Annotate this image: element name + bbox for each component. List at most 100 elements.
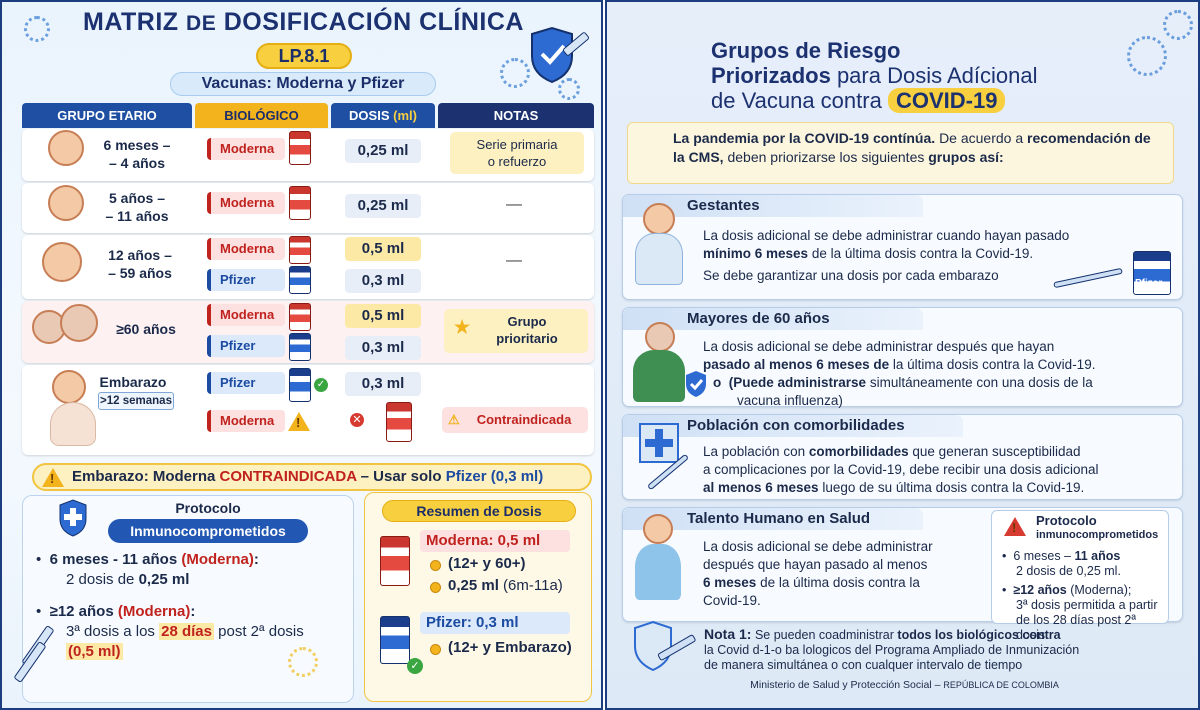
card-mayores: Mayores de 60 años La dosis adicional se… [622, 307, 1183, 408]
nurse-icon [643, 514, 673, 544]
moderna-vial-icon [289, 303, 311, 331]
dose-summary-title: Resumen de Dosis [382, 500, 576, 522]
pfizer-label: Pfizer [207, 372, 285, 394]
protocol-mini-box: Protocolo inmunocomprometidos • 6 meses … [991, 510, 1169, 642]
pregnant-woman-icon [643, 203, 675, 235]
pregnancy-warning-banner: Embarazo: Moderna CONTRAINDICADA – Usar … [32, 463, 592, 491]
pfizer-label: Pfizer [207, 269, 285, 291]
moderna-summary-item: (12+ y 60+) [448, 555, 526, 572]
warning-icon [288, 412, 310, 431]
protocol-item-1: • 6 meses - 11 años (Moderna): 2 dosis d… [36, 551, 259, 588]
pregnant-body-icon [635, 233, 683, 285]
document-code-badge: LP.8.1 [256, 43, 352, 69]
pfizer-vial-icon [289, 368, 311, 402]
card-gestantes: Gestantes La dosis adicional se debe adm… [622, 194, 1183, 300]
pregnant-woman-avatar [52, 370, 86, 404]
moderna-vial-icon [289, 186, 311, 220]
card-title: Población con comorbilidades [623, 415, 963, 437]
note-contraindicada: ⚠ Contraindicada [442, 407, 588, 433]
cross-icon: ✕ [350, 413, 364, 427]
dose-summary-box [364, 492, 592, 702]
card-text: La población con comorbilidades que gene… [703, 444, 1099, 495]
footer-credits: Ministerio de Salud y Protección Social … [750, 679, 1059, 691]
age-group-label: 6 meses – – 4 años [103, 137, 171, 171]
empty-note: — [506, 252, 522, 269]
dosing-matrix-panel: MATRIZ DE DOSIFICACIÓN CLÍNICA LP.8.1 Va… [0, 0, 603, 710]
dose-value: 0,3 ml [345, 372, 421, 396]
moderna-label: Moderna [207, 138, 285, 160]
card-text: La dosis adicional se debe administrar d… [703, 539, 933, 608]
pfizer-summary: Pfizer: 0,3 ml [420, 612, 570, 634]
alert-shield-icon [1004, 517, 1026, 536]
dose-value: 0,25 ml [345, 139, 421, 163]
risk-groups-panel: Grupos de Riesgo Priorizados para Dosis … [605, 0, 1200, 710]
bullet-icon [430, 644, 441, 655]
moderna-vial-icon [289, 131, 311, 165]
child-avatar [48, 185, 84, 221]
protocol-badge: Inmunocomprometidos [108, 519, 308, 543]
card-comorbilidades: Población con comorbilidades La població… [622, 414, 1183, 500]
protocol-mini-title: Protocolo inmunocomprometidos [1036, 513, 1159, 541]
dose-value: 0,3 ml [345, 269, 421, 293]
shield-plus-icon [59, 499, 87, 537]
pfizer-vial-icon [289, 333, 311, 361]
age-group-label: 5 años – – 11 años [105, 190, 169, 224]
virus-icon [500, 58, 530, 88]
nurse-body-icon [635, 544, 681, 600]
senior-man-icon [645, 322, 675, 352]
dose-value: 0,25 ml [345, 194, 421, 218]
pfizer-vial-icon [380, 616, 410, 664]
adult-avatar [42, 242, 82, 282]
virus-icon [1163, 10, 1193, 40]
vaccines-subtitle: Vacunas: Moderna y Pfizer [170, 72, 436, 96]
virus-icon [288, 647, 318, 677]
virus-icon [1127, 36, 1167, 76]
matrix-title: MATRIZ DE DOSIFICACIÓN CLÍNICA [83, 8, 524, 36]
pfizer-summary-item: (12+ y Embarazo) [448, 639, 572, 656]
protocol-title: Protocolo [175, 500, 241, 516]
toddler-avatar [48, 130, 84, 166]
senior-man-avatar [60, 304, 98, 342]
pfizer-label: Pfizer [207, 335, 285, 357]
dose-value: 0,3 ml [345, 336, 421, 360]
pfizer-vial-icon [1133, 251, 1171, 295]
card-text: La dosis adicional se debe administrar d… [703, 339, 1096, 408]
dose-value: 0,5 ml [345, 304, 421, 328]
virus-icon [24, 16, 50, 42]
moderna-vial-icon [380, 536, 410, 586]
note-grupo-prioritario: ★ Grupo prioritario [444, 309, 588, 353]
bullet-icon [430, 582, 441, 593]
vial-label: Pfizer [1135, 278, 1163, 289]
moderna-label: Moderna [207, 192, 285, 214]
shield-check-icon [686, 371, 706, 397]
moderna-vial-icon [386, 402, 412, 442]
moderna-summary-item: 0,25 ml (6m-11a) [448, 577, 563, 594]
moderna-vial-icon [289, 236, 311, 264]
moderna-label: Moderna [207, 238, 285, 260]
bullet-icon [430, 560, 441, 571]
age-group-label: 12 años – – 59 años [108, 247, 172, 281]
age-group-label: ≥60 años [116, 321, 176, 337]
protocol-mini-text: • 6 meses – 11 años 2 dosis de 0,25 ml. … [1002, 549, 1158, 642]
weeks-badge: >12 semanas [98, 392, 174, 410]
check-icon: ✓ [407, 658, 423, 674]
warning-icon: ⚠ [448, 412, 460, 427]
moderna-label: Moderna [207, 304, 285, 326]
note-serie-primaria: Serie primaria o refuerzo [450, 132, 584, 174]
card-title: Gestantes [623, 195, 923, 217]
shield-syringe-icon [531, 26, 589, 84]
dose-value: 0,5 ml [345, 237, 421, 261]
star-shield-icon: ★ [454, 317, 471, 337]
card-title: Mayores de 60 años [623, 308, 923, 330]
intro-box: La pandemia por la COVID-19 contínúa. De… [627, 122, 1174, 184]
syringes-icon [14, 625, 54, 683]
shield-syringe-icon [634, 620, 696, 672]
senior-body-icon [633, 350, 685, 402]
moderna-label: Moderna [207, 410, 285, 432]
header-grupo-etario: GRUPO ETARIO [22, 103, 192, 128]
age-group-label: Embarazo [99, 374, 167, 390]
check-icon: ✓ [314, 378, 328, 392]
virus-icon [558, 78, 580, 100]
card-title: Talento Humano en Salud [623, 508, 923, 530]
